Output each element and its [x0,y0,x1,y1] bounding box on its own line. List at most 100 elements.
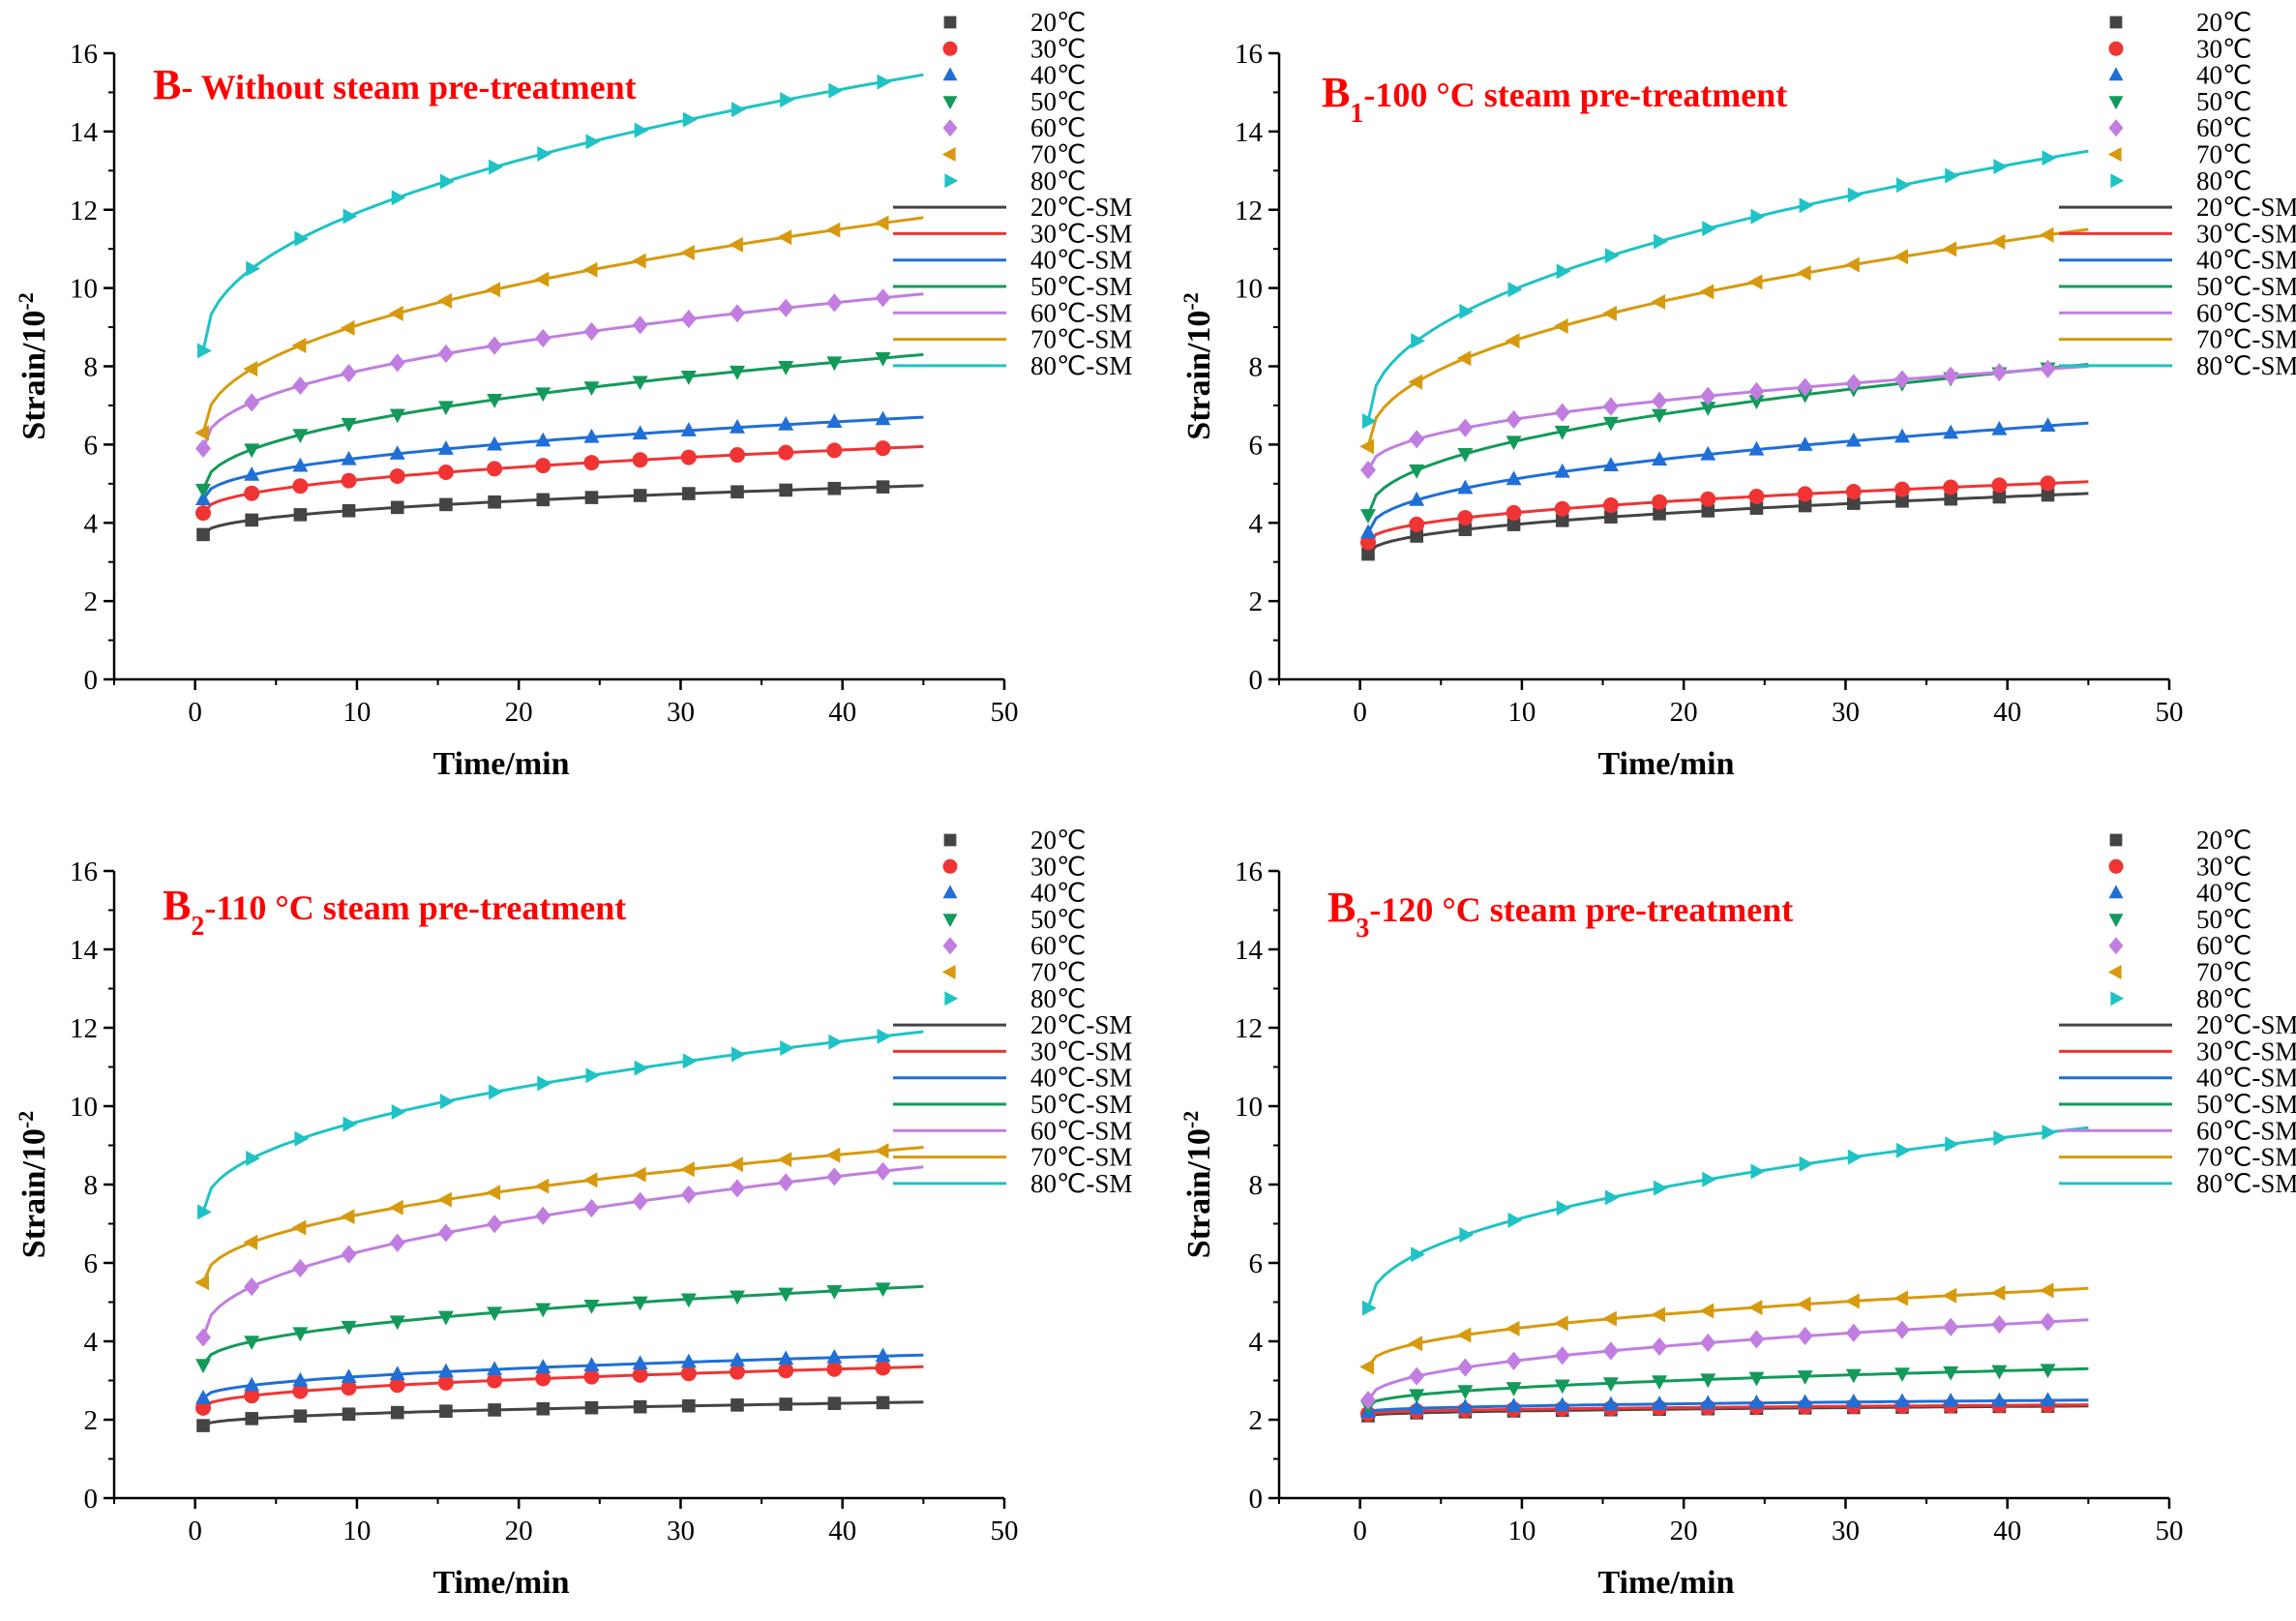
data-point-s2-10 [1798,486,1813,501]
series-line-2 [203,1366,923,1408]
data-point-s5-7 [1652,392,1667,410]
x-tick-label: 40 [828,697,856,728]
data-point-s5-5 [390,353,405,372]
data-point-s5-4 [342,364,357,382]
data-point-s7-15 [2043,150,2057,165]
data-point-s6-5 [1554,318,1568,334]
y-tick-label: 10 [70,274,98,305]
data-point-s2-13 [778,1363,793,1378]
panel-title-letter: B [153,61,181,108]
data-point-s5-13 [1943,367,1958,385]
data-point-s2-15 [876,440,891,456]
data-point-s1-15 [877,480,890,494]
data-point-s6-14 [1991,234,2006,250]
data-point-s7-9 [585,1067,600,1083]
legend-label: 30℃ [1030,34,1086,63]
legend-label: 30℃-SM [2196,219,2296,248]
legend-marker-4 [2109,914,2124,927]
data-point-s5-11 [681,1186,697,1204]
legend-label: 60℃-SM [1030,1116,1132,1145]
legend-marker-6 [2108,965,2122,979]
series-line-2 [203,446,923,513]
data-point-s6-9 [583,1172,598,1187]
y-tick-label: 12 [70,195,98,226]
data-point-s6-4 [341,1209,355,1224]
data-point-s6-15 [875,216,889,231]
data-point-s2-14 [826,1362,842,1377]
panel-title-letter: B [1322,69,1350,116]
y-tick-label: 2 [84,1405,99,1436]
data-point-s6-12 [1893,1291,1908,1306]
data-point-s1-11 [682,1399,696,1413]
y-tick-label: 4 [1249,508,1264,539]
x-axis-label: Time/min [1597,1565,1734,1601]
data-point-s7-10 [635,123,649,138]
legend-marker-1 [2110,834,2123,847]
data-point-s7-8 [1702,221,1716,236]
x-tick-label: 50 [2156,1516,2184,1546]
data-point-s1-1 [196,1419,210,1432]
series-line-2 [1368,482,2088,543]
data-point-s2-1 [195,505,211,521]
x-tick-label: 10 [1507,697,1536,728]
data-point-s2-11 [1846,484,1862,499]
data-point-s5-14 [826,293,842,312]
series-line-5 [1368,1320,2088,1400]
data-point-s2-15 [2041,475,2056,491]
panel-title-text: -120 °C steam pre-treatment [1369,890,1793,929]
data-point-s5-2 [1409,430,1424,448]
legend-marker-6 [942,965,956,979]
data-point-s6-8 [534,1179,549,1194]
data-point-s5-7 [487,1215,502,1233]
data-point-s7-6 [440,174,455,190]
legend-label: 30℃-SM [2196,1036,2296,1066]
data-point-s5-5 [1555,404,1570,422]
data-point-s5-12 [730,1179,745,1197]
y-axis-label-text: Strain/10 [1181,311,1217,440]
legend-label: 30℃-SM [1030,1036,1132,1066]
y-tick-label: 0 [1249,665,1264,696]
data-point-s4-1 [195,1359,211,1373]
y-tick-label: 2 [84,586,99,617]
x-tick-label: 10 [343,697,371,728]
data-point-s6-5 [389,306,403,321]
data-point-s7-10 [1800,1156,1814,1172]
legend-label: 20℃-SM [2196,193,2296,222]
data-point-s1-10 [634,489,647,502]
data-point-s7-13 [780,92,794,107]
data-point-s7-12 [1896,1143,1911,1158]
series-line-1 [203,1402,923,1426]
y-axis-label-text: Strain/10 [16,311,52,440]
y-tick-label: 2 [1249,1405,1264,1436]
series-line-6 [203,1148,923,1283]
data-point-s7-2 [1411,1246,1425,1262]
data-point-s1-7 [488,1403,501,1417]
y-tick-label: 4 [84,1327,99,1358]
series-line-7 [203,75,923,350]
y-tick-label: 4 [84,508,99,539]
legend-label: 50℃ [2196,905,2251,934]
data-point-s3-1 [195,1390,211,1404]
data-point-s7-11 [683,1053,698,1068]
legend-label: 60℃-SM [2196,298,2296,327]
data-point-s2-14 [826,442,842,458]
data-point-s6-15 [875,1143,889,1158]
data-point-s1-4 [343,504,356,518]
series-line-3 [203,417,923,499]
data-point-s7-9 [1750,209,1765,225]
data-point-s5-13 [778,299,793,317]
legend-marker-3 [2109,885,2124,898]
data-point-s6-9 [583,262,598,278]
legend-label: 80℃-SM [1030,1169,1132,1198]
data-point-s6-1 [194,425,209,440]
data-point-s1-8 [536,494,550,507]
data-point-s5-2 [1409,1366,1424,1385]
x-axis-label: Time/min [1597,746,1734,782]
data-point-s5-3 [292,376,308,395]
data-point-s6-8 [1699,284,1714,299]
panel-title-subscript: 1 [1350,99,1363,129]
data-point-s6-8 [534,272,549,287]
data-point-s2-3 [1457,510,1473,525]
data-point-s1-5 [391,501,404,515]
